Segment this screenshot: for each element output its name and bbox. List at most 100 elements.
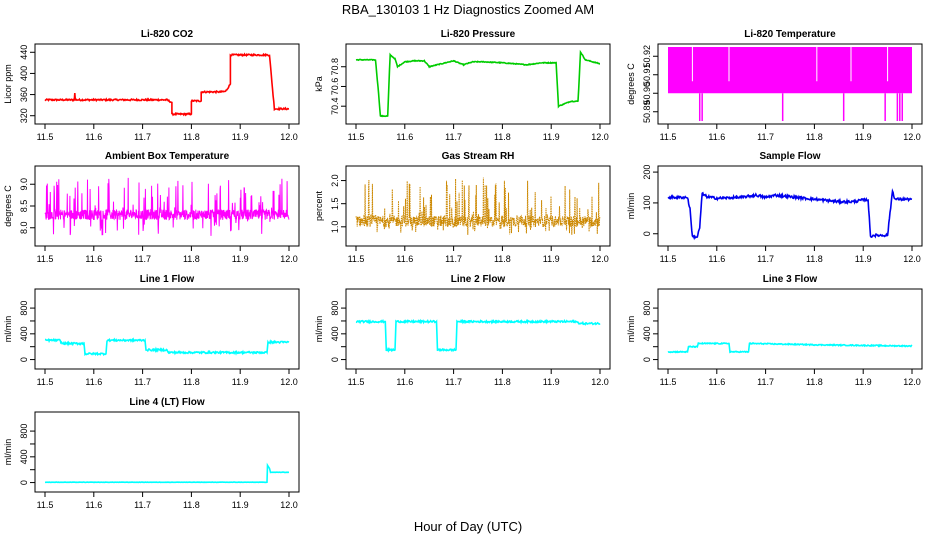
x-axis: 11.5 11.6 11.7 11.8 11.9 12.0 [660,123,921,142]
x-tick-label: 11.7 [134,254,151,264]
x-tick-label: 11.9 [543,377,560,387]
series-line [44,337,290,357]
y-tick-label: 8.5 [19,200,29,213]
x-tick-label: 12.0 [280,377,298,387]
x-tick-label: 11.6 [85,377,102,387]
series-line [667,188,913,241]
x-tick-label: 12.0 [280,500,298,510]
panel-title: Li-820 Pressure [441,29,516,40]
y-axis-label: degrees C [626,63,636,105]
y-tick-label: 0 [19,480,29,485]
x-tick-label: 11.9 [232,500,249,510]
x-tick-label: 11.6 [85,132,102,142]
x-tick-label: 12.0 [591,254,609,264]
x-tick-label: 11.5 [348,132,365,142]
y-tick-label: 440 [19,45,29,60]
x-tick-label: 11.6 [708,254,725,264]
y-axis: 0 400 800 [330,301,347,362]
x-axis: 11.5 11.6 11.7 11.8 11.9 12.0 [660,368,921,387]
y-axis: 0 100 200 [642,165,659,236]
x-tick-label: 11.8 [494,132,511,142]
y-tick-label: 400 [642,326,652,341]
y-axis-label: Licor ppm [3,64,13,104]
panel-line1-flow: Line 1 Flow 11.5 11.6 11.7 11.8 11.9 12.0 0 400 8… [3,274,300,387]
y-tick-label: 400 [19,66,29,81]
series-line [44,52,290,117]
x-tick-label: 12.0 [903,377,921,387]
y-axis: 0 400 800 [642,301,659,362]
y-axis-label: ml/min [314,316,324,343]
x-tick-label: 11.8 [183,377,200,387]
y-tick-label: 50.89 [642,100,652,123]
y-axis-label: degrees C [3,185,13,227]
y-tick-label: 50.90 [642,82,652,105]
x-tick-label: 12.0 [591,132,609,142]
plot-frame [34,288,300,370]
x-tick-label: 11.9 [232,254,249,264]
x-axis: 11.5 11.6 11.7 11.8 11.9 12.0 [348,245,609,264]
figure-title: RBA_130103 1 Hz Diagnostics Zoomed AM [342,2,594,17]
x-axis: 11.5 11.6 11.7 11.8 11.9 12.0 [37,491,298,510]
x-tick-label: 11.7 [757,132,774,142]
x-tick-label: 11.9 [232,132,249,142]
y-axis: 0 400 800 [19,301,36,362]
panel-title: Li-820 Temperature [744,29,836,40]
x-tick-label: 11.5 [37,254,54,264]
plot-area [667,341,913,354]
x-tick-label: 12.0 [280,132,298,142]
y-tick-label: 0 [642,357,652,362]
y-tick-label: 200 [642,165,652,180]
y-tick-label: 800 [19,424,29,439]
x-axis: 11.5 11.6 11.7 11.8 11.9 12.0 [37,368,298,387]
series-line [355,177,601,235]
x-tick-label: 11.7 [757,377,774,387]
x-tick-label: 11.6 [85,254,102,264]
panel-title: Line 2 Flow [451,274,506,285]
panel-title: Line 1 Flow [140,274,195,285]
plot-area [667,188,913,241]
x-tick-label: 11.6 [396,132,413,142]
y-axis: 8.0 8.5 9.0 [19,178,36,235]
y-axis-label: ml/min [626,316,636,343]
x-tick-label: 11.5 [37,500,54,510]
x-tick-label: 11.9 [543,132,560,142]
x-tick-label: 11.8 [806,132,823,142]
y-tick-label: 800 [19,301,29,316]
plot-area [355,49,600,118]
series-line [44,177,290,236]
x-tick-label: 11.5 [660,377,677,387]
panel-ambient-temp: Ambient Box Temperature 11.5 11.6 11.7 11.8 1… [3,151,300,264]
series-line [355,318,601,353]
x-tick-label: 11.8 [183,500,200,510]
x-axis: 11.5 11.6 11.7 11.8 11.9 12.0 [348,368,609,387]
y-tick-label: 360 [19,87,29,102]
x-tick-label: 11.5 [37,377,54,387]
plot-area [355,177,601,235]
x-tick-label: 11.5 [348,254,365,264]
x-tick-label: 11.5 [37,132,54,142]
panel-title: Sample Flow [759,151,820,162]
y-axis: 320 360 400 440 [19,45,36,123]
panel-title: Line 3 Flow [763,274,818,285]
panel-title: Ambient Box Temperature [105,151,230,162]
series-line [45,462,289,484]
panel-sample-flow: Sample Flow 11.5 11.6 11.7 11.8 11.9 12.0 0 100 2… [626,151,923,264]
panel-line3-flow: Line 3 Flow 11.5 11.6 11.7 11.8 11.9 12.0 0 400 8… [626,274,923,387]
x-axis-label: Hour of Day (UTC) [414,519,522,534]
x-tick-label: 11.7 [445,377,462,387]
x-tick-label: 11.6 [85,500,102,510]
series-line [667,341,913,354]
y-tick-label: 8.0 [19,222,29,235]
plot-frame [345,165,611,247]
x-tick-label: 11.9 [855,132,872,142]
panel-title: Line 4 (LT) Flow [129,397,205,408]
x-tick-label: 11.9 [855,377,872,387]
x-tick-label: 11.7 [445,132,462,142]
x-tick-label: 11.7 [134,132,151,142]
y-axis: 0 400 800 [19,424,36,485]
x-tick-label: 12.0 [280,254,298,264]
y-tick-label: 100 [642,195,652,210]
y-tick-label: 1.0 [330,221,340,234]
x-tick-label: 11.8 [494,377,511,387]
x-tick-label: 11.8 [183,254,200,264]
